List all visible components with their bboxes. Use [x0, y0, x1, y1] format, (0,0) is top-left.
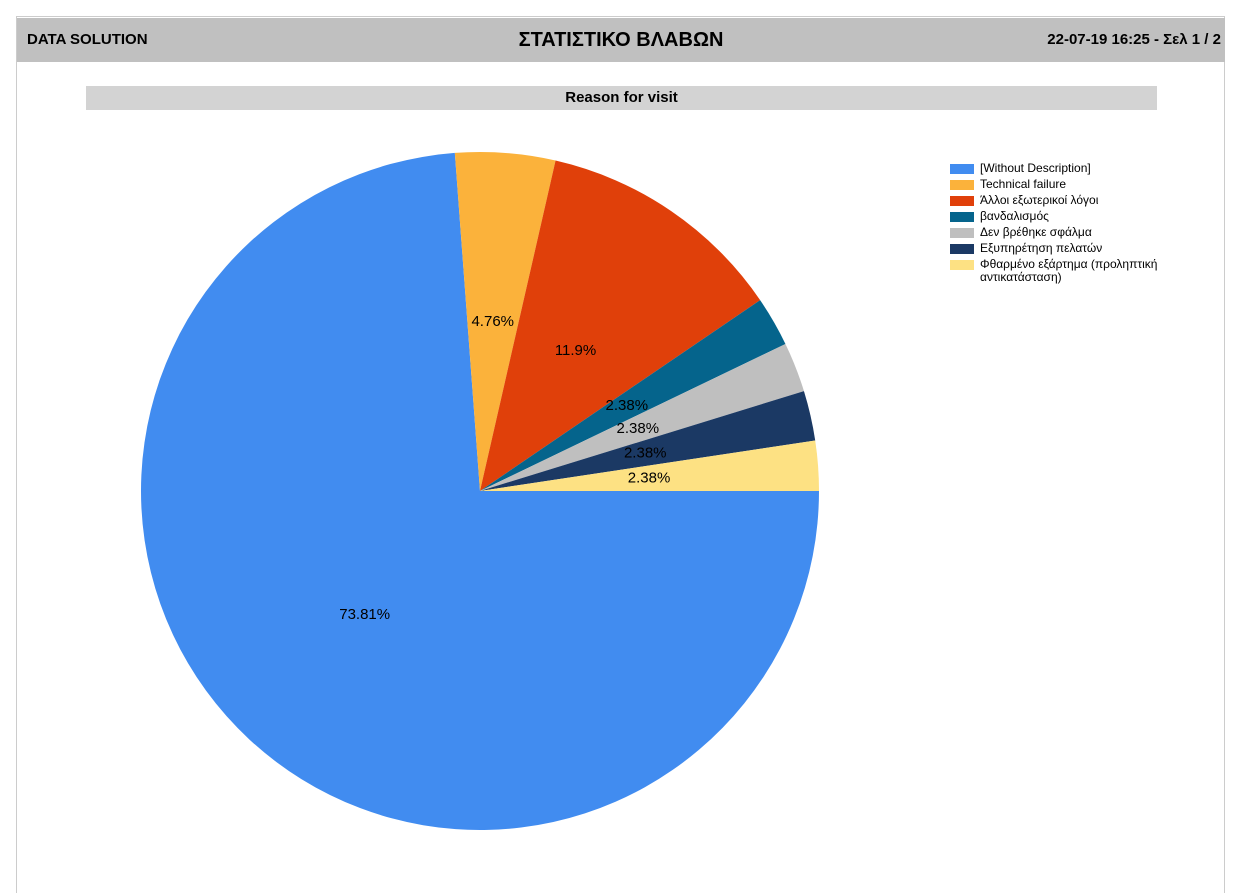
legend-item: [Without Description]: [950, 162, 1190, 175]
legend-swatch: [950, 212, 974, 222]
legend-label: βανδαλισμός: [980, 209, 1049, 223]
legend-label: [Without Description]: [980, 161, 1091, 175]
legend-label: Εξυπηρέτηση πελατών: [980, 241, 1103, 255]
legend-item: Δεν βρέθηκε σφάλμα: [950, 226, 1190, 239]
pie-slice: [480, 160, 761, 491]
legend-item: Technical failure: [950, 178, 1190, 191]
legend-swatch: [950, 164, 974, 174]
legend-swatch: [950, 228, 974, 238]
legend-item: βανδαλισμός: [950, 210, 1190, 223]
legend-label: Technical failure: [980, 177, 1067, 191]
legend-swatch: [950, 196, 974, 206]
pie-slice: [454, 152, 556, 491]
legend-item: Φθαρμένο εξάρτημα (προληπτική αντικατάστ…: [950, 258, 1190, 284]
data-label: 73.81%: [339, 606, 390, 623]
legend-swatch: [950, 244, 974, 254]
company: DATA SOLUTION: [27, 31, 148, 48]
pie-slice: [480, 343, 804, 491]
legend-item: Εξυπηρέτηση πελατών: [950, 242, 1190, 255]
pie-slice: [480, 440, 819, 491]
data-label: 2.38%: [606, 397, 649, 414]
pie-slice: [140, 152, 819, 831]
page-info: 22-07-19 16:25 - Σελ 1 / 2: [1047, 31, 1221, 48]
data-label: 11.9%: [555, 342, 596, 359]
data-label: 2.38%: [624, 444, 667, 461]
report-frame: [16, 16, 1225, 893]
data-label: 2.38%: [628, 469, 671, 486]
legend-label: Φθαρμένο εξάρτημα (προληπτική αντικατάστ…: [980, 257, 1158, 284]
report-title: ΣΤΑΤΙΣΤΙΚΟ ΒΛΑΒΩΝ: [518, 29, 724, 51]
legend: [Without Description] Technical failure Άλ…: [950, 162, 1190, 287]
chart-title: Reason for visit: [86, 86, 1157, 110]
data-label: 4.76%: [471, 313, 514, 330]
data-label: 2.38%: [617, 420, 660, 437]
legend-item: Άλλοι εξωτερικοί λόγοι: [950, 194, 1190, 207]
legend-label: Δεν βρέθηκε σφάλμα: [980, 225, 1092, 239]
pie-slice: [480, 391, 816, 491]
pie-slice: [480, 300, 786, 491]
legend-swatch: [950, 180, 974, 190]
legend-label: Άλλοι εξωτερικοί λόγοι: [980, 193, 1099, 207]
legend-swatch: [950, 260, 974, 270]
header: DATA SOLUTION ΣΤΑΤΙΣΤΙΚΟ ΒΛΑΒΩΝ 22-07-19…: [17, 18, 1225, 62]
